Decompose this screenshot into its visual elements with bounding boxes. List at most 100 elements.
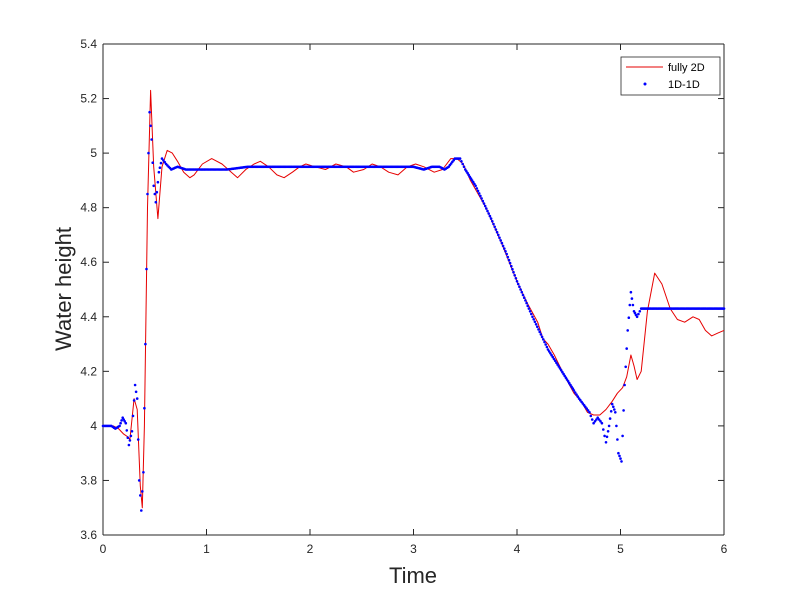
data-point: [145, 267, 148, 271]
data-point: [557, 365, 561, 368]
data-point: [507, 258, 511, 262]
y-tick-label: 4.8: [80, 201, 97, 215]
data-point: [129, 434, 133, 438]
y-axis-label: Water height: [51, 227, 76, 351]
y-tick-label: 3.8: [80, 473, 97, 487]
data-point: [131, 414, 135, 418]
data-point: [520, 290, 524, 294]
data-point: [528, 310, 532, 313]
data-point: [462, 165, 466, 169]
data-point: [497, 233, 500, 237]
data-point: [474, 184, 477, 188]
data-point: [547, 350, 551, 353]
data-point: [618, 454, 621, 458]
data-point: [530, 312, 533, 316]
data-point: [498, 236, 501, 239]
data-point: [158, 166, 162, 169]
legend: fully 2D 1D-1D: [620, 56, 721, 96]
y-tick-label: 5.2: [80, 92, 97, 106]
data-point: [486, 209, 489, 213]
data-point: [483, 204, 487, 208]
data-point: [504, 250, 507, 253]
y-tick-label: 4: [90, 419, 97, 433]
x-tick-label: 4: [514, 542, 521, 556]
data-point: [143, 406, 146, 410]
data-point: [575, 393, 578, 396]
data-point: [551, 355, 555, 359]
data-point: [477, 192, 481, 195]
data-point: [499, 239, 503, 242]
data-point: [624, 365, 627, 369]
data-point: [602, 428, 605, 431]
legend-label-fully-2d: fully 2D: [668, 62, 705, 74]
data-point: [485, 207, 488, 210]
data-point: [512, 270, 515, 274]
data-point: [617, 451, 620, 455]
data-point: [599, 420, 602, 423]
data-point: [566, 380, 570, 383]
data-point: [546, 348, 550, 351]
data-point: [515, 280, 519, 283]
x-tick-label: 0: [100, 542, 107, 556]
data-point: [525, 301, 528, 305]
data-point: [524, 299, 527, 302]
data-point: [600, 421, 604, 425]
data-point: [126, 436, 130, 440]
y-tick-label: 5: [90, 146, 97, 160]
data-point: [544, 343, 547, 346]
data-point: [553, 359, 557, 363]
data-point: [527, 307, 531, 310]
data-point: [482, 202, 486, 205]
legend-label-1d-1d: 1D-1D: [668, 79, 700, 91]
data-point: [540, 335, 544, 339]
data-point: [576, 395, 580, 398]
data-point: [519, 288, 522, 291]
data-point: [542, 338, 545, 341]
data-point: [125, 429, 129, 432]
data-point: [137, 479, 141, 482]
data-point: [151, 161, 154, 164]
data-point: [144, 342, 147, 346]
data-point: [136, 438, 140, 441]
data-point: [626, 329, 629, 332]
data-point: [592, 421, 595, 425]
data-point: [610, 402, 614, 406]
data-point: [604, 441, 608, 444]
y-tick-label: 4.2: [80, 364, 97, 378]
data-point: [510, 264, 513, 268]
data-point: [526, 304, 529, 308]
data-point: [513, 274, 516, 277]
x-tick-label: 3: [410, 542, 417, 556]
data-point: [556, 363, 559, 366]
data-point: [595, 418, 598, 421]
data-point: [631, 303, 635, 307]
data-point: [533, 320, 537, 324]
y-tick-label: 4.6: [80, 255, 97, 269]
data-point: [505, 252, 509, 256]
data-point: [124, 421, 128, 425]
data-point: [120, 419, 123, 422]
data-series: [101, 89, 726, 512]
data-point: [619, 457, 622, 460]
x-tick-label: 5: [617, 542, 624, 556]
data-point: [608, 417, 612, 420]
y-tick-label: 4.4: [80, 310, 97, 324]
data-point: [501, 244, 505, 248]
data-point: [150, 138, 153, 141]
data-point: [491, 220, 494, 223]
data-point: [475, 187, 479, 190]
data-point: [638, 310, 642, 313]
data-point: [545, 345, 549, 349]
data-point: [620, 460, 623, 463]
data-point: [518, 285, 521, 289]
data-point: [522, 296, 526, 300]
data-point: [597, 418, 601, 421]
data-point: [635, 315, 639, 319]
data-point: [155, 190, 159, 194]
data-point: [153, 192, 157, 196]
data-point: [623, 383, 626, 387]
data-point: [555, 361, 558, 365]
data-point: [585, 407, 588, 410]
data-point: [543, 340, 546, 344]
